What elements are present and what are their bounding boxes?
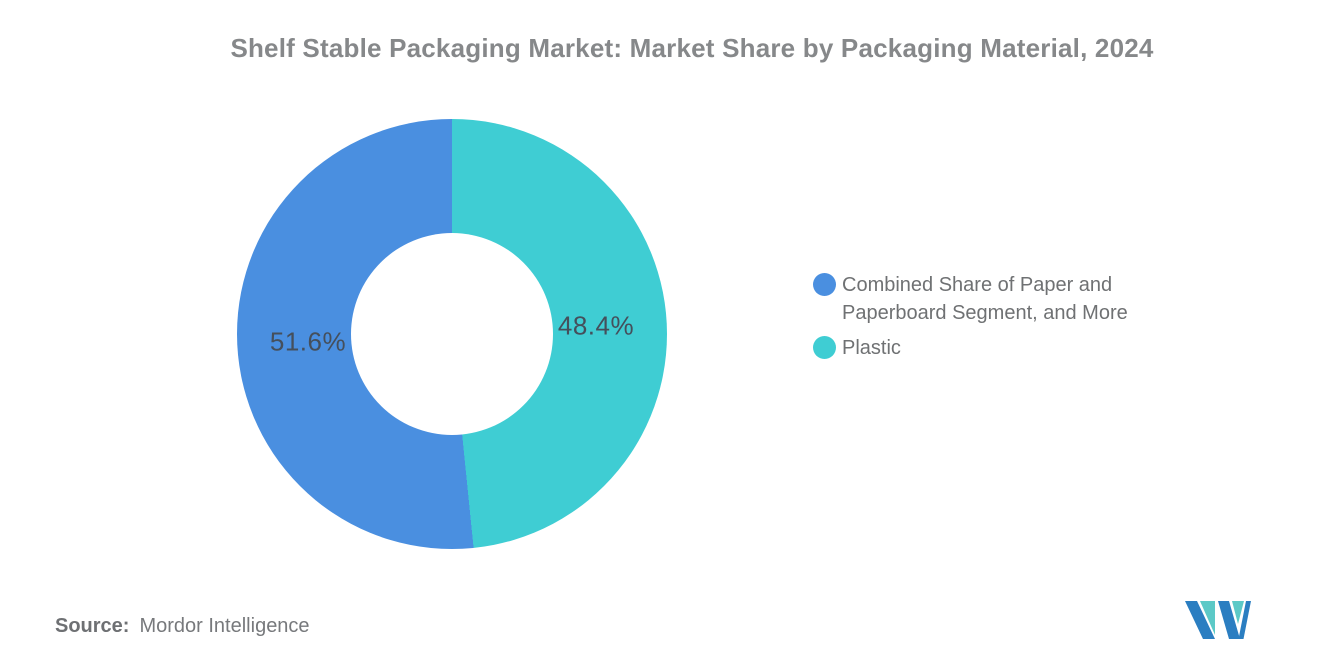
- donut-hole: [351, 233, 553, 435]
- logo-shape-teal-left: [1200, 601, 1215, 635]
- legend-dot-teal-icon: [813, 336, 836, 359]
- chart-title: Shelf Stable Packaging Market: Market Sh…: [230, 33, 1154, 63]
- legend-dot-blue-icon: [813, 273, 836, 296]
- legend-item-plastic: Plastic: [813, 334, 1142, 362]
- legend-label-plastic: Plastic: [842, 337, 901, 359]
- slice-label-plastic: 48.4%: [557, 310, 635, 341]
- logo-shape-teal-right: [1232, 601, 1244, 624]
- logo-shape-blue-i: [1238, 601, 1251, 639]
- donut-chart: 51.6% 48.4%: [237, 119, 667, 549]
- source-prefix: Source:: [55, 615, 130, 637]
- logo-shape-blue-mid: [1218, 601, 1240, 639]
- legend: Combined Share of Paper and Paperboard S…: [813, 271, 1142, 362]
- logo-shape-blue-left: [1185, 601, 1215, 639]
- source-line: Source: Mordor Intelligence: [55, 615, 310, 638]
- slice-label-paper-paperboard: 51.6%: [269, 326, 347, 357]
- mordor-intelligence-logo: [1185, 601, 1251, 639]
- legend-label-paper-paperboard: Combined Share of Paper and Paperboard S…: [842, 274, 1128, 324]
- legend-item-paper-paperboard: Combined Share of Paper and Paperboard S…: [813, 271, 1142, 327]
- source-text: Mordor Intelligence: [139, 615, 310, 637]
